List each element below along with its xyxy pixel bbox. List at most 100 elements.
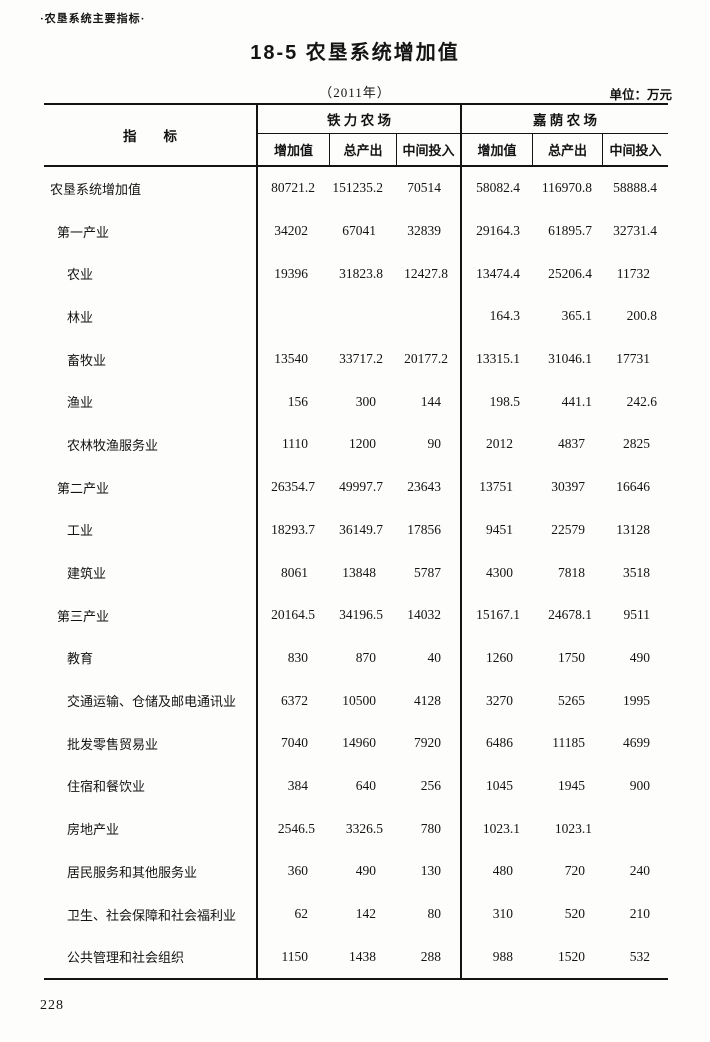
- cell-tieli-total-output: 1438: [349, 948, 376, 964]
- cell-tieli-total-output: 14960: [342, 735, 376, 751]
- cell-tieli-intermediate-input: 288: [397, 935, 462, 979]
- cell-tieli-added-value: 62: [294, 906, 309, 922]
- cell-jiayin-added-value: 58082.4: [476, 180, 520, 196]
- cell-jiayin-added-value: 164.3: [489, 308, 520, 324]
- cell-tieli-added-value: 156: [287, 393, 308, 409]
- cell-jiayin-total-output: 1750: [558, 649, 585, 665]
- cell-jiayin-added-value: 29164.3: [476, 223, 520, 239]
- table-row: 第二产业 26354.7 49997.7 23643 13751 30397 1…: [44, 465, 668, 509]
- cell-tieli-total-output: 1200: [349, 436, 376, 452]
- cell-tieli-added-value: 18293.7: [271, 521, 315, 537]
- page-number: 228: [40, 998, 64, 1013]
- cell-jiayin-intermediate-input: 9511: [623, 607, 651, 623]
- cell-tieli-intermediate-input: 80: [397, 892, 462, 936]
- header-tieli-total-output: 总产出: [330, 134, 397, 165]
- cell-tieli-intermediate-input: [397, 295, 462, 338]
- cell-jiayin-added-value: 1260: [486, 649, 513, 665]
- row-label: 第三产业: [44, 593, 258, 637]
- cell-jiayin-intermediate-input: 16646: [616, 479, 650, 495]
- cell-tieli-intermediate-input: 7920: [397, 721, 462, 765]
- cell-tieli-total-output: 10500: [342, 692, 376, 708]
- cell-jiayin-intermediate-input: [603, 807, 668, 850]
- table-row: 农林牧渔服务业 1110 1200 90 2012 4837 2825: [44, 423, 668, 466]
- cell-tieli-intermediate-input: 17856: [397, 508, 462, 552]
- cell-jiayin-added-value: 1045: [486, 777, 513, 793]
- cell-tieli-added-value: [258, 295, 330, 338]
- header-group-tieli-farm: 铁 力 农 场: [258, 105, 462, 134]
- table-row: 教育 830 870 40 1260 1750 490: [44, 636, 668, 680]
- cell-tieli-intermediate-input: 4128: [397, 679, 462, 722]
- header-jiayin-intermediate-input: 中间投入: [609, 143, 662, 158]
- cell-jiayin-intermediate-input: 58888.4: [613, 180, 657, 196]
- cell-tieli-added-value: 20164.5: [271, 607, 315, 623]
- cell-tieli-intermediate-input: 144: [397, 380, 462, 424]
- cell-jiayin-intermediate-input: 4699: [623, 735, 650, 751]
- cell-tieli-total-output: 34196.5: [339, 607, 383, 623]
- year-caption: （2011年）: [319, 85, 391, 100]
- row-label: 第二产业: [44, 465, 258, 509]
- row-label: 农业: [44, 252, 258, 296]
- cell-tieli-intermediate-input: 5787: [397, 551, 462, 594]
- cell-jiayin-intermediate-input: 900: [629, 777, 650, 793]
- cell-tieli-intermediate-input: 14032: [397, 593, 462, 637]
- cell-tieli-added-value: 6372: [281, 692, 308, 708]
- cell-tieli-total-output: 490: [355, 863, 376, 879]
- cell-tieli-total-output: 67041: [342, 223, 376, 239]
- cell-jiayin-added-value: 480: [492, 863, 513, 879]
- cell-tieli-intermediate-input: 256: [397, 764, 462, 808]
- cell-tieli-added-value: 34202: [274, 223, 308, 239]
- cell-tieli-added-value: 2546.5: [277, 820, 315, 836]
- cell-jiayin-total-output: 5265: [558, 692, 585, 708]
- table-row: 交通运输、仓储及邮电通讯业 6372 10500 4128 3270 5265 …: [44, 679, 668, 722]
- cell-tieli-added-value: 13540: [274, 351, 308, 367]
- cell-jiayin-added-value: 198.5: [489, 393, 520, 409]
- cell-tieli-total-output: 142: [355, 906, 376, 922]
- cell-tieli-total-output: 300: [355, 393, 376, 409]
- cell-jiayin-added-value: 9451: [486, 521, 513, 537]
- cell-tieli-added-value: 26354.7: [271, 479, 315, 495]
- cell-jiayin-intermediate-input: 11732: [616, 265, 650, 281]
- page-title: 18-5 农垦系统增加值: [250, 42, 460, 64]
- cell-tieli-added-value: 830: [287, 649, 308, 665]
- row-label: 渔业: [44, 380, 258, 424]
- row-label: 公共管理和社会组织: [44, 935, 258, 979]
- cell-jiayin-added-value: 988: [492, 948, 513, 964]
- row-label: 农林牧渔服务业: [44, 423, 258, 466]
- cell-jiayin-total-output: 365.1: [561, 308, 592, 324]
- cell-tieli-added-value: 384: [287, 777, 308, 793]
- row-label: 第一产业: [44, 209, 258, 253]
- cell-jiayin-total-output: 24678.1: [548, 607, 592, 623]
- cell-tieli-added-value: 7040: [281, 735, 308, 751]
- cell-jiayin-total-output: 22579: [551, 521, 585, 537]
- cell-tieli-intermediate-input: 32839: [397, 209, 462, 253]
- cell-jiayin-total-output: 116970.8: [541, 180, 592, 196]
- cell-tieli-total-output: [330, 295, 397, 338]
- statistics-table: 指 标 铁 力 农 场 嘉 荫 农 场 增加值 总产出 中间投入 增加值 总产出…: [44, 103, 668, 981]
- table-row: 住宿和餐饮业 384 640 256 1045 1945 900: [44, 764, 668, 808]
- row-label: 畜牧业: [44, 337, 258, 381]
- cell-tieli-added-value: 1150: [281, 948, 309, 964]
- unit-caption: 单位：万元: [609, 88, 672, 102]
- row-label: 农垦系统增加值: [44, 167, 258, 210]
- row-label: 交通运输、仓储及邮电通讯业: [44, 679, 258, 722]
- row-label: 卫生、社会保障和社会福利业: [44, 892, 258, 936]
- cell-tieli-intermediate-input: 70514: [397, 167, 462, 210]
- cell-jiayin-added-value: 4300: [486, 564, 513, 580]
- table-row: 批发零售贸易业 7040 14960 7920 6486 11185 4699: [44, 721, 668, 765]
- cell-tieli-added-value: 1110: [282, 436, 308, 452]
- cell-jiayin-total-output: 520: [564, 906, 585, 922]
- table-row: 农业 19396 31823.8 12427.8 13474.4 25206.4…: [44, 252, 668, 296]
- cell-jiayin-intermediate-input: 1995: [623, 692, 650, 708]
- table-row: 工业 18293.7 36149.7 17856 9451 22579 1312…: [44, 508, 668, 552]
- table-body: 农垦系统增加值 80721.2 151235.2 70514 58082.4 1…: [44, 167, 668, 979]
- cell-tieli-added-value: 8061: [281, 564, 308, 580]
- header-jiayin-added-value: 增加值: [462, 134, 533, 165]
- table-row: 房地产业 2546.5 3326.5 780 1023.1 1023.1: [44, 807, 668, 850]
- row-label: 林业: [44, 295, 258, 338]
- cell-jiayin-added-value: 13315.1: [476, 351, 520, 367]
- cell-jiayin-added-value: 1023.1: [482, 820, 520, 836]
- cell-jiayin-total-output: 441.1: [561, 393, 592, 409]
- cell-jiayin-added-value: 310: [492, 906, 513, 922]
- cell-tieli-total-output: 640: [355, 777, 376, 793]
